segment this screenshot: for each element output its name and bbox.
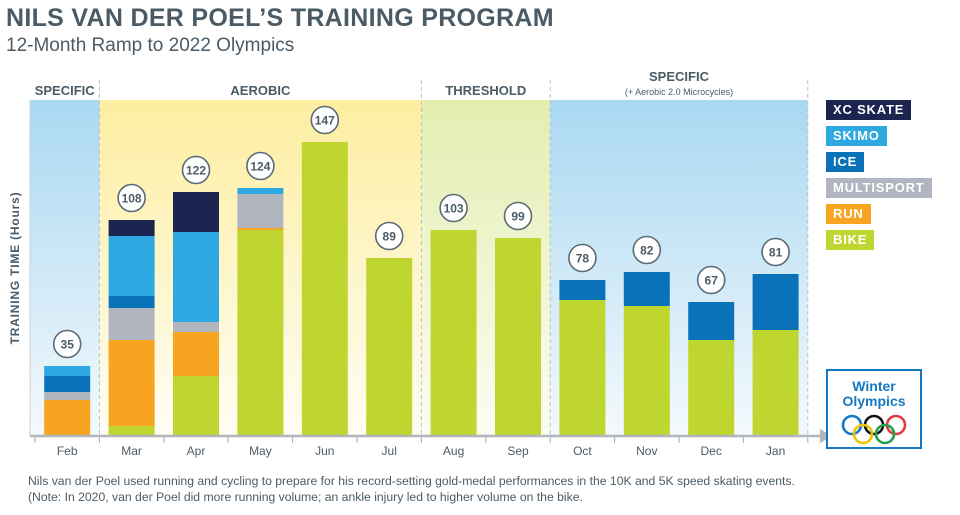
month-label: Oct [573,444,592,458]
bar-segment-bike [623,306,670,436]
month-label: Mar [121,444,142,458]
bar-segment-bike [108,426,155,436]
total-label: 124 [250,160,270,174]
total-badge [181,155,211,185]
logo-line1: Winter [852,378,896,394]
month-label: Jun [315,444,334,458]
phase-label: SPECIFIC [649,69,710,84]
total-badge [632,235,662,265]
total-label: 67 [705,274,719,288]
bar-segment-ice [623,272,670,306]
month-label: Aug [443,444,464,458]
total-label: 35 [61,338,75,352]
bar-segment-bike [559,300,606,436]
total-label: 89 [383,230,397,244]
bar-segment-ice [688,302,735,340]
bar-segment-bike [688,340,735,436]
month-label: May [249,444,272,458]
bar-segment-skimo [108,236,155,296]
total-label: 81 [769,246,783,260]
month-label: Jul [382,444,397,458]
bar-segment-bike [237,230,284,436]
month-label: Apr [187,444,206,458]
total-badge [310,105,340,135]
total-label: 108 [122,192,142,206]
legend: XC SKATE SKIMO ICE MULTISPORT RUN BIKE [826,100,932,256]
bar-segment-ice [44,376,91,392]
bar-segment-run [173,332,219,376]
olympic-rings-icon [841,414,907,445]
bar-segment-xc-skate [173,192,219,232]
month-label: Dec [701,444,722,458]
total-label: 82 [640,244,654,258]
bar-segment-run [237,228,284,230]
bar-segment-ice [108,296,155,308]
chart-subtitle: 12-Month Ramp to 2022 Olympics [6,35,295,56]
bar-segment-multisport [173,322,219,332]
bar-segment-multisport [44,392,91,400]
bar-segment-bike [752,330,799,436]
legend-item-multisport: MULTISPORT [826,178,932,198]
bar-segment-run [108,340,155,426]
bar-segment-bike [366,258,413,436]
month-label: Sep [507,444,529,458]
logo-line2: Olympics [842,393,906,409]
legend-item-skimo: SKIMO [826,126,887,146]
bar-segment-xc-skate [108,220,155,236]
bar-segment-bike [173,376,219,436]
bar-segment-ice [752,274,799,330]
footnote: Nils van der Poel used running and cycli… [28,473,795,505]
total-label: 78 [576,252,590,266]
bar-segment-bike [495,238,541,436]
total-badge [117,183,146,213]
month-label: Feb [57,444,78,458]
total-badge [696,265,726,295]
total-badge [761,237,790,267]
bar-segment-skimo [44,366,91,376]
footnote-line2: (Note: In 2020, van der Poel did more ru… [28,490,583,504]
bar-segment-multisport [237,194,284,228]
total-label: 99 [511,210,525,224]
bar-segment-skimo [173,232,219,322]
phase-sublabel: (+ Aerobic 2.0 Microcycles) [625,87,733,97]
total-label: 103 [444,202,464,216]
month-label: Jan [766,444,785,458]
bar-segment-skimo [237,188,284,194]
phase-label: SPECIFIC [35,83,96,98]
total-badge [439,193,468,223]
total-badge [503,201,533,231]
bar-segment-ice [559,280,606,300]
total-label: 147 [315,114,335,128]
chart-title: NILS VAN DER POEL’S TRAINING PROGRAM [6,4,554,32]
total-label: 122 [186,164,206,178]
legend-item-xc-skate: XC SKATE [826,100,912,120]
bar-segment-bike [301,142,348,436]
bar-segment-multisport [108,308,155,340]
winter-olympics-logo: Winter Olympics [826,369,922,449]
footnote-line1: Nils van der Poel used running and cycli… [28,474,795,488]
bar-segment-bike [430,230,477,436]
phase-label: AEROBIC [230,83,291,98]
total-badge [246,151,275,181]
legend-item-bike: BIKE [826,230,875,250]
legend-item-run: RUN [826,204,871,224]
legend-item-ice: ICE [826,152,865,172]
phase-label: THRESHOLD [445,83,526,98]
y-axis-label: TRAINING TIME (Hours) [8,192,22,345]
bar-segment-run [44,400,91,436]
month-label: Nov [636,444,657,458]
total-badge [374,221,404,251]
total-badge [568,243,597,273]
total-badge [52,329,82,359]
